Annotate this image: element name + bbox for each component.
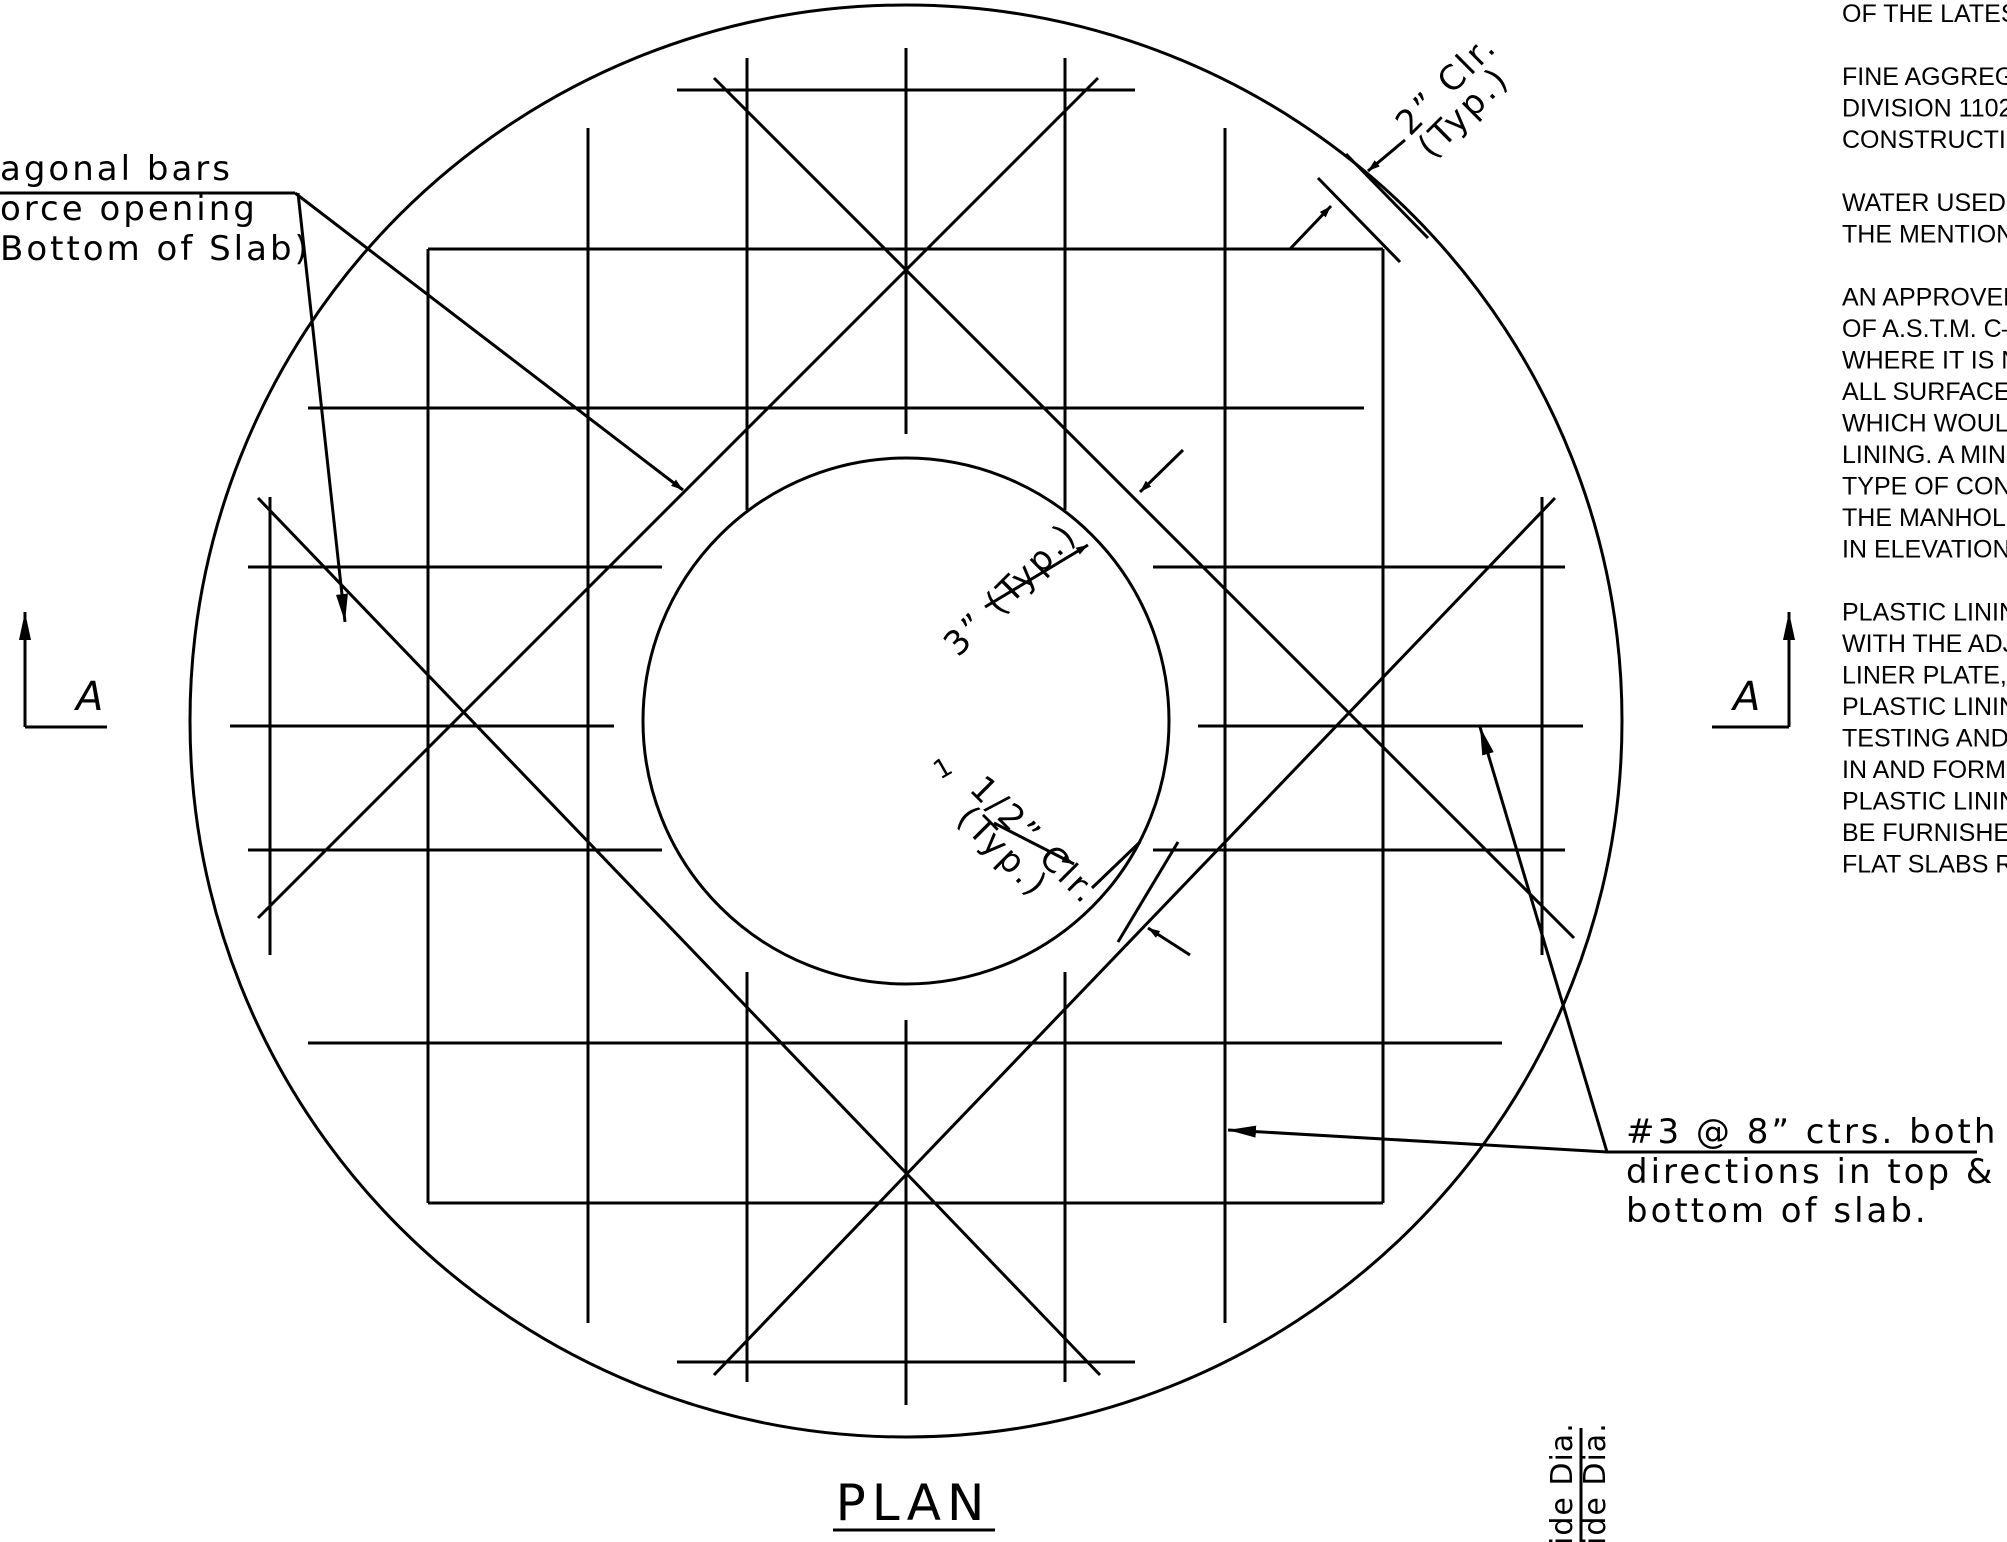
- page-title: PLAN: [836, 1474, 991, 1532]
- vertical-dia-label-2: ide Dia.: [1578, 1422, 1613, 1542]
- rebar-label-1: #3 @ 8” ctrs. both: [1626, 1112, 1998, 1152]
- note-line: CONSTRUCTION,: [1842, 126, 2007, 154]
- inner-opening-circle: [641, 456, 1171, 986]
- note-line: PLASTIC LINING: [1842, 788, 2007, 816]
- section-marker-left: [19, 612, 107, 729]
- clearance-1half-a-label: 1: [929, 750, 961, 786]
- dimension-3in-label: 3” (Typ.): [936, 515, 1086, 665]
- note-line: WHERE IT IS N: [1842, 347, 2007, 375]
- clearance-2in-dimension: [1288, 138, 1430, 264]
- notes-block: OF THE LATEST FINE AGGREGAT DIVISION 1102,…: [1842, 0, 2007, 879]
- diagonal-bars-callout: [0, 191, 348, 623]
- note-line: FINE AGGREGAT: [1842, 63, 2007, 91]
- opening-arrow-right: [1138, 448, 1185, 494]
- outer-slab-circle: [188, 3, 1624, 1439]
- note-line: FLAT SLABS RE: [1842, 851, 2007, 879]
- rebar-label-3: bottom of slab.: [1626, 1191, 1929, 1231]
- opening-arrow-left: [294, 191, 684, 492]
- note-line: THE MANHOLE: [1842, 504, 2007, 532]
- note-line: PLASTIC LINING: [1842, 693, 2007, 721]
- rebar-label-2: directions in top &: [1626, 1152, 1995, 1192]
- diagonal-bars: [256, 76, 1576, 1377]
- clearance-1half-dimension: [993, 821, 1191, 957]
- note-line: WHICH WOULD: [1842, 410, 2007, 438]
- note-line: OF THE LATEST: [1842, 0, 2007, 28]
- note-line: THE MENTIONED: [1842, 221, 2007, 249]
- note-line: OF A.S.T.M. C–: [1842, 315, 2007, 343]
- section-marker-left-label: A: [73, 674, 103, 720]
- rebar-callout: [1227, 726, 1977, 1154]
- note-line: LINER PLATE, E: [1842, 662, 2007, 690]
- diagonal-bars-label-2: orce opening: [0, 189, 258, 229]
- diagonal-bars-label-1: agonal bars: [0, 149, 233, 189]
- note-line: LINING. A MIN: [1842, 441, 2006, 469]
- note-line: TYPE OF CONS: [1842, 473, 2007, 501]
- note-line: PLASTIC LINING: [1842, 599, 2007, 627]
- note-line: IN AND FORMIN: [1842, 756, 2007, 784]
- note-line: TESTING AND IN: [1842, 725, 2007, 753]
- section-marker-right-label: A: [1730, 674, 1760, 720]
- diagonal-bars-label-3: Bottom of Slab): [0, 229, 311, 269]
- note-line: BE FURNISHED: [1842, 819, 2007, 847]
- note-line: WATER USED F: [1842, 189, 2007, 217]
- rebar-grid: [230, 48, 1583, 1405]
- note-line: IN ELEVATION.: [1842, 536, 2007, 564]
- note-line: WITH THE ADJU: [1842, 630, 2007, 658]
- vertical-dia-label-1: ide Dia.: [1545, 1422, 1580, 1542]
- dimension-3in-line: [984, 543, 1089, 609]
- note-line: AN APPROVED: [1842, 284, 2007, 312]
- section-marker-right: [1712, 612, 1795, 729]
- note-line: ALL SURFACES: [1842, 378, 2007, 406]
- note-line: DIVISION 1102,: [1842, 95, 2007, 123]
